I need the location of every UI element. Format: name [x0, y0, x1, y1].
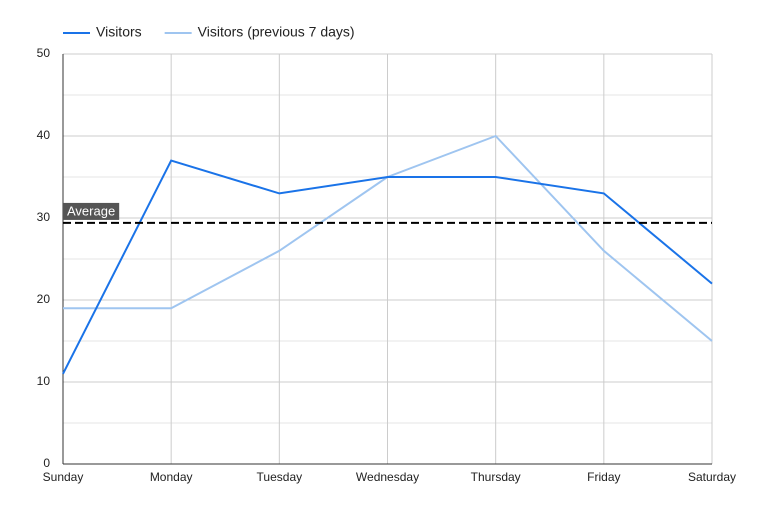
- x-tick-label: Wednesday: [356, 470, 419, 484]
- y-tick-label: 50: [37, 46, 51, 60]
- legend: Visitors Visitors (previous 7 days): [63, 24, 355, 40]
- legend-label: Visitors: [96, 24, 142, 40]
- series-line: [62, 159, 713, 375]
- x-tick-label: Thursday: [471, 470, 521, 484]
- y-tick-label: 40: [37, 128, 51, 142]
- y-tick-label: 0: [43, 456, 50, 470]
- y-tick-label: 20: [37, 292, 51, 306]
- y-tick-label: 30: [37, 210, 51, 224]
- y-tick-label: 10: [37, 374, 51, 388]
- x-tick-label: Saturday: [688, 470, 736, 484]
- x-tick-label: Friday: [587, 470, 620, 484]
- x-tick-label: Tuesday: [257, 470, 303, 484]
- average-label: Average: [67, 203, 115, 218]
- x-tick-label: Sunday: [43, 470, 84, 484]
- x-tick-label: Monday: [150, 470, 193, 484]
- legend-label: Visitors (previous 7 days): [198, 24, 355, 40]
- average-label-bg: [63, 202, 120, 220]
